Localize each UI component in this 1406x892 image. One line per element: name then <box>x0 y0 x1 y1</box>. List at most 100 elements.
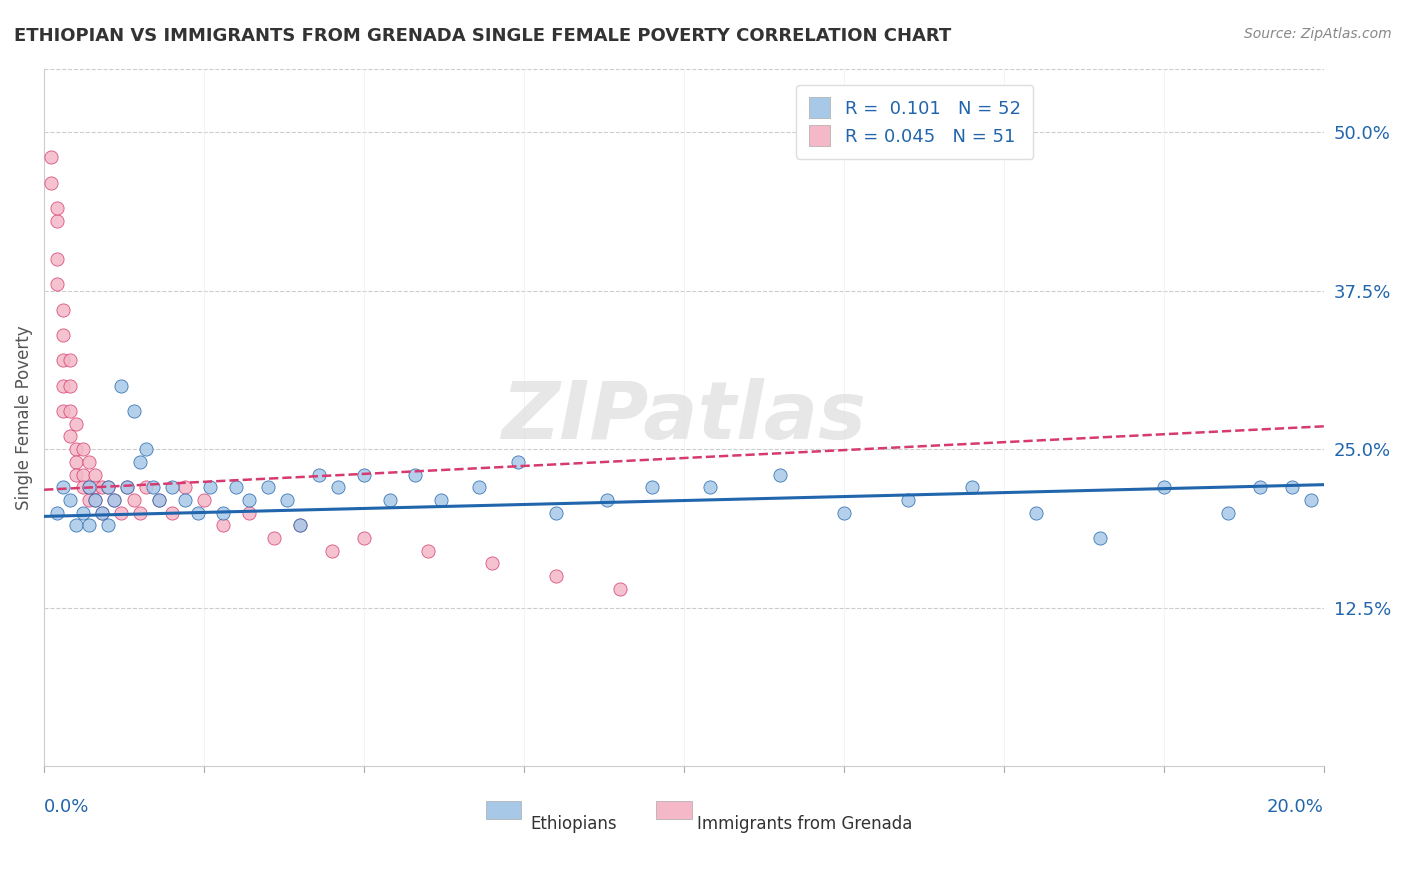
Point <box>45 201 67 215</box>
Point <box>110 506 132 520</box>
Point <box>544 569 567 583</box>
Point <box>1088 531 1111 545</box>
Point <box>77 492 100 507</box>
Point <box>65 467 87 482</box>
Point <box>832 506 855 520</box>
Point <box>238 492 260 507</box>
Point <box>506 455 529 469</box>
Point <box>1249 480 1271 494</box>
Point <box>960 480 983 494</box>
Point <box>160 506 183 520</box>
Point <box>288 518 311 533</box>
Point <box>1281 480 1303 494</box>
Point <box>59 429 82 443</box>
Point <box>160 480 183 494</box>
Point <box>117 480 139 494</box>
Point <box>84 492 107 507</box>
Point <box>77 518 100 533</box>
Point <box>72 467 94 482</box>
Point <box>276 492 298 507</box>
Point <box>84 492 107 507</box>
Point <box>52 404 75 418</box>
Point <box>52 302 75 317</box>
Point <box>187 506 209 520</box>
Point <box>1025 506 1047 520</box>
Point <box>97 518 120 533</box>
Point <box>117 480 139 494</box>
Point <box>468 480 491 494</box>
Point <box>173 480 195 494</box>
Text: 0.0%: 0.0% <box>44 797 90 815</box>
Point <box>321 543 343 558</box>
Point <box>110 378 132 392</box>
Point <box>45 252 67 266</box>
Point <box>59 404 82 418</box>
Point <box>103 492 125 507</box>
Text: Ethiopians: Ethiopians <box>530 815 617 833</box>
Point <box>1153 480 1175 494</box>
Point <box>65 442 87 457</box>
Legend: R =  0.101   N = 52, R = 0.045   N = 51: R = 0.101 N = 52, R = 0.045 N = 51 <box>796 85 1033 159</box>
Point <box>481 557 503 571</box>
Point <box>225 480 247 494</box>
Point <box>416 543 439 558</box>
Point <box>430 492 453 507</box>
Point <box>45 506 67 520</box>
Text: Immigrants from Grenada: Immigrants from Grenada <box>697 815 912 833</box>
Point <box>257 480 280 494</box>
Point <box>84 467 107 482</box>
Point <box>52 328 75 343</box>
Point <box>65 455 87 469</box>
Point <box>52 378 75 392</box>
Point <box>97 480 120 494</box>
Point <box>200 480 222 494</box>
Point <box>135 480 157 494</box>
Point <box>641 480 664 494</box>
Point <box>97 480 120 494</box>
Point <box>193 492 215 507</box>
Point <box>142 480 165 494</box>
Point <box>769 467 792 482</box>
Point <box>404 467 426 482</box>
Point <box>65 417 87 431</box>
Point <box>90 506 112 520</box>
Point <box>1216 506 1239 520</box>
Point <box>212 506 235 520</box>
Point <box>45 277 67 292</box>
Point <box>52 480 75 494</box>
Point <box>148 492 170 507</box>
Point <box>39 176 62 190</box>
Point <box>129 506 152 520</box>
Point <box>72 442 94 457</box>
Point <box>212 518 235 533</box>
Point <box>90 480 112 494</box>
Point <box>103 492 125 507</box>
Point <box>897 492 920 507</box>
Point <box>609 582 631 596</box>
Point <box>148 492 170 507</box>
Point <box>173 492 195 507</box>
Bar <box>485 801 522 819</box>
Point <box>90 506 112 520</box>
Point <box>59 492 82 507</box>
Point <box>238 506 260 520</box>
Point <box>122 492 145 507</box>
Point <box>52 353 75 368</box>
Point <box>39 150 62 164</box>
Point <box>122 404 145 418</box>
Point <box>59 378 82 392</box>
Point <box>77 480 100 494</box>
Text: 20.0%: 20.0% <box>1267 797 1324 815</box>
Point <box>77 455 100 469</box>
Point <box>308 467 330 482</box>
Point <box>353 467 375 482</box>
Y-axis label: Single Female Poverty: Single Female Poverty <box>15 325 32 509</box>
Point <box>45 213 67 227</box>
Point <box>328 480 350 494</box>
Point <box>72 506 94 520</box>
Point <box>77 480 100 494</box>
Text: ZIPatlas: ZIPatlas <box>502 378 866 457</box>
Point <box>59 353 82 368</box>
Point <box>699 480 721 494</box>
Point <box>544 506 567 520</box>
